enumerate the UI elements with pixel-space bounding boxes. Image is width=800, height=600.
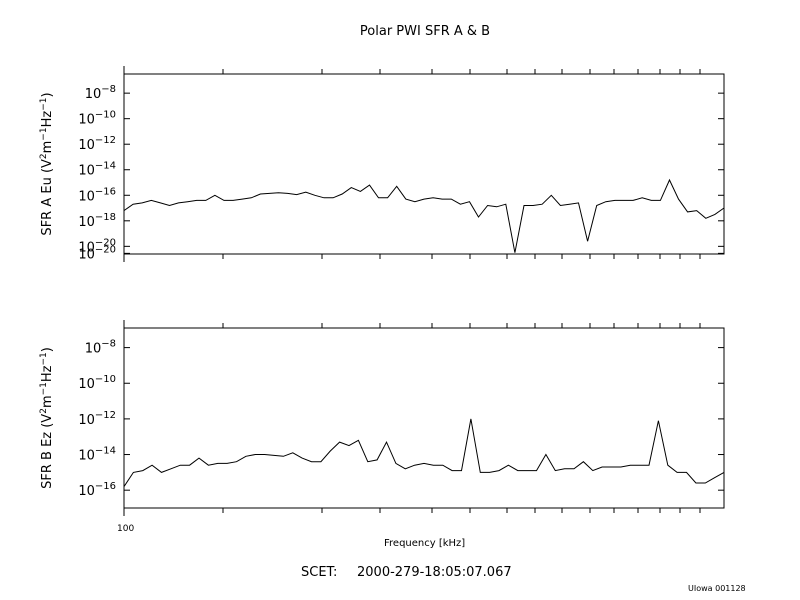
x-tick-label: 100 <box>117 524 135 534</box>
sfr-b-frame <box>123 327 725 509</box>
y-tick-label: 10−10 <box>78 110 116 128</box>
sfr-a-series-line <box>123 178 725 253</box>
y-tick-label: 10−14 <box>78 446 116 464</box>
sfr-b-y-axis-label: SFR B Ez (V2m−1Hz−1) <box>39 347 55 489</box>
sfr-a-y-axis-label: SFR A Eu (V2m−1Hz−1) <box>39 92 55 235</box>
sfr-a-frame <box>123 73 725 255</box>
credit-label: UIowa 001128 <box>688 584 746 593</box>
scet-value: 2000-279-18:05:07.067 <box>357 565 512 580</box>
y-tick-label: 10−12 <box>78 410 116 428</box>
y-tick-label: 10−16 <box>78 186 116 204</box>
y-tick-label: 10−16 <box>78 481 116 499</box>
scet-label: SCET: <box>301 565 338 580</box>
sfr-a-panel: 10−810−1010−1210−1410−1610−1810−2010−20S… <box>39 66 725 262</box>
y-tick-label: 10−12 <box>78 135 116 153</box>
chart-title: Polar PWI SFR A & B <box>359 24 491 39</box>
sfr-b-series-line <box>123 418 725 487</box>
y-tick-label: 10−20 <box>78 244 116 262</box>
y-tick-label: 10−8 <box>85 84 116 102</box>
y-tick-label: 10−10 <box>78 374 116 392</box>
y-tick-label: 10−8 <box>85 339 116 357</box>
y-tick-label: 10−14 <box>78 161 116 179</box>
sfr-b-panel: 10−8 10−10 10−12 10−14 10−16 SFR B Ez (V2m−1H… <box>39 320 725 516</box>
y-tick-label: 10−18 <box>78 212 116 230</box>
x-axis-label: Frequency [kHz] <box>384 538 466 549</box>
